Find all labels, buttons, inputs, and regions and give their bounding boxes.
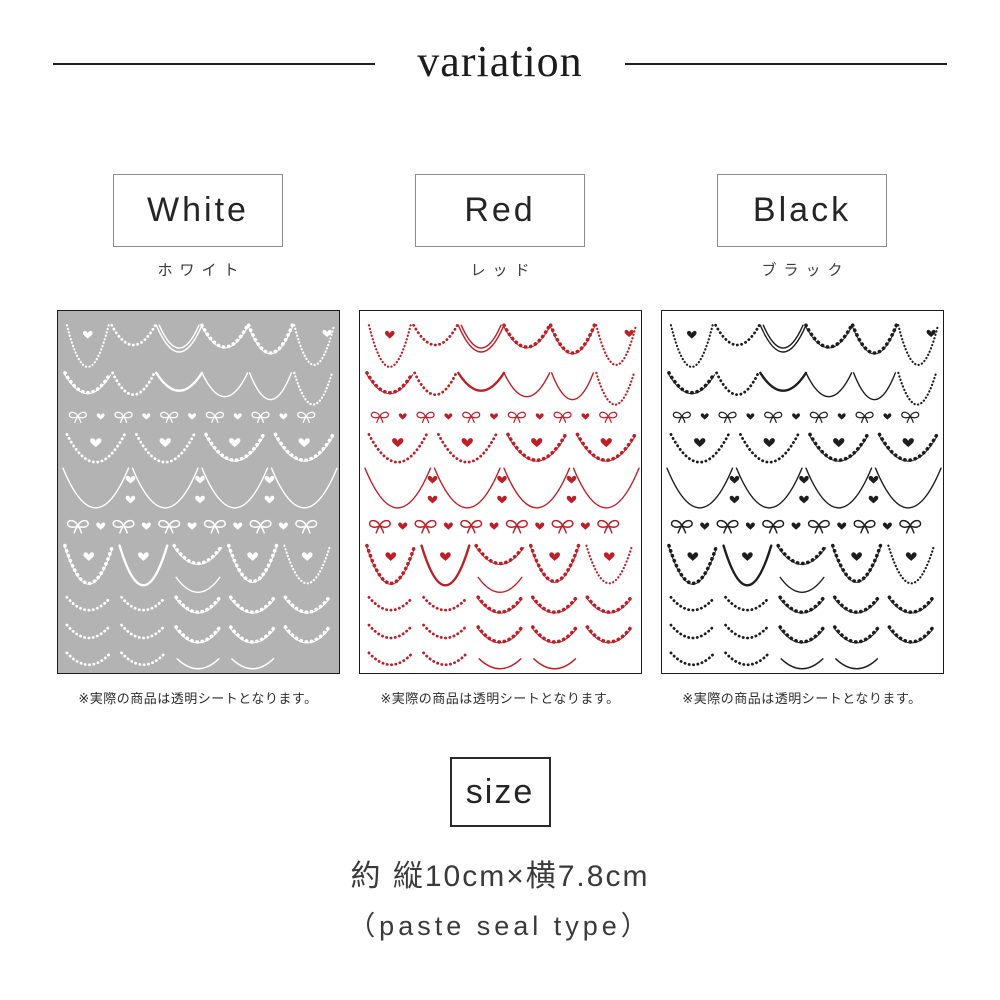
sticker-sheet-red [358, 310, 642, 674]
variation-columns: White ホワイト ※実際の商品は透明シートとなります。 Red レッド ※実… [0, 174, 1000, 707]
variation-column-red: Red レッド ※実際の商品は透明シートとなります。 [358, 174, 642, 707]
variation-column-white: White ホワイト ※実際の商品は透明シートとなります。 [56, 174, 340, 707]
sticker-sheet-artwork [665, 323, 942, 670]
title-rule-left [53, 63, 376, 65]
variation-page: variation White ホワイト ※実際の商品は透明シートとなります。 … [0, 37, 1000, 943]
sheet-caption-white: ※実際の商品は透明シートとなります。 [78, 691, 318, 706]
sticker-sheet-artwork [61, 323, 338, 670]
sheet-caption-black: ※実際の商品は透明シートとなります。 [682, 691, 922, 706]
page-title: variation [417, 37, 583, 86]
sticker-sheet-artwork [363, 323, 640, 670]
variant-label-box-white: White [113, 174, 283, 247]
sticker-sheet-black [660, 310, 944, 674]
variant-label-white: White [147, 191, 249, 229]
size-label-box: size [449, 757, 551, 827]
variant-label-black: Black [752, 191, 852, 229]
size-label: size [465, 772, 535, 811]
sticker-sheet-white [56, 310, 340, 674]
variant-label-ja-black: ブラック [761, 262, 850, 279]
variation-column-black: Black ブラック ※実際の商品は透明シートとなります。 [660, 174, 944, 707]
variant-label-box-red: Red [415, 174, 585, 247]
variant-label-ja-red: レッド [470, 262, 537, 279]
size-section: size 約 縦10cm×横7.8cm （paste seal type） [0, 757, 1000, 943]
title-rule-right [624, 63, 947, 65]
sheet-caption-red: ※実際の商品は透明シートとなります。 [380, 691, 620, 706]
section-title-row: variation [0, 37, 1000, 86]
variant-label-red: Red [464, 191, 536, 229]
variant-label-ja-white: ホワイト [157, 262, 246, 279]
variant-label-box-black: Black [717, 174, 887, 247]
size-dimensions: 約 縦10cm×横7.8cm [350, 860, 650, 893]
size-type: （paste seal type） [348, 911, 652, 941]
